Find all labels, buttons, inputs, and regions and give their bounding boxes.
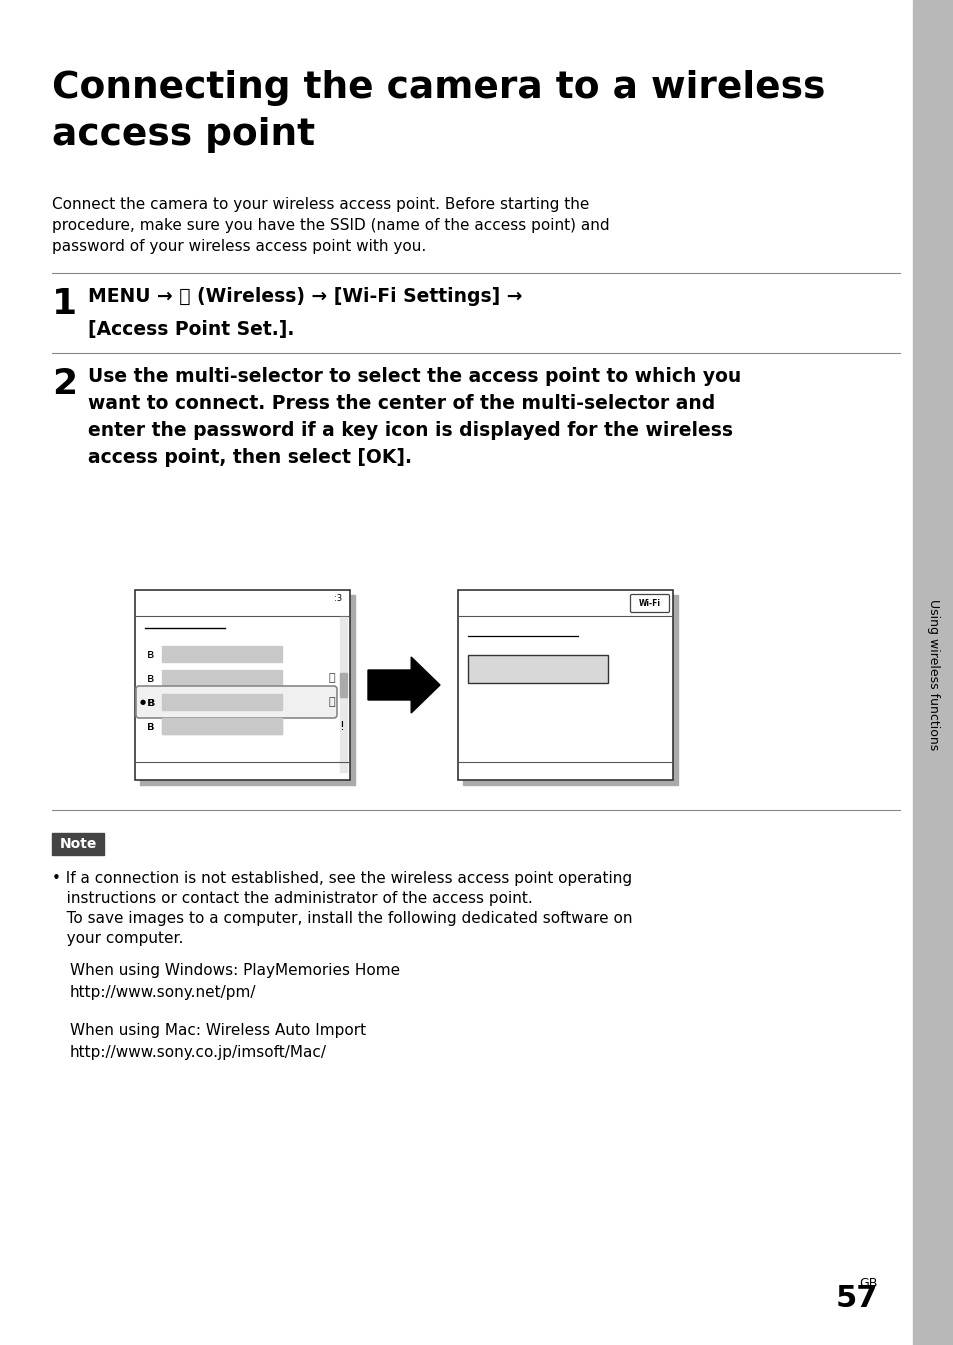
Text: ⚿: ⚿ xyxy=(329,672,335,683)
Text: 1: 1 xyxy=(52,286,77,321)
Text: ʙ: ʙ xyxy=(149,695,155,709)
Bar xyxy=(339,672,347,697)
Text: • If a connection is not established, see the wireless access point operating: • If a connection is not established, se… xyxy=(52,872,632,886)
Text: ʙ: ʙ xyxy=(147,695,154,709)
Text: 57: 57 xyxy=(835,1284,877,1313)
Text: http://www.sony.co.jp/imsoft/Mac/: http://www.sony.co.jp/imsoft/Mac/ xyxy=(70,1045,327,1060)
Text: Note: Note xyxy=(59,837,96,851)
Bar xyxy=(162,718,282,734)
Text: ʙ: ʙ xyxy=(147,671,154,685)
Text: To save images to a computer, install the following dedicated software on: To save images to a computer, install th… xyxy=(52,911,632,925)
Text: Using wireless functions: Using wireless functions xyxy=(926,600,940,751)
Text: password of your wireless access point with you.: password of your wireless access point w… xyxy=(52,239,426,254)
Bar xyxy=(52,833,104,855)
Text: ●: ● xyxy=(140,699,146,705)
Text: access point, then select [OK].: access point, then select [OK]. xyxy=(88,448,412,467)
Text: Connecting the camera to a wireless: Connecting the camera to a wireless xyxy=(52,70,824,106)
Bar xyxy=(468,655,607,683)
Text: GB: GB xyxy=(859,1276,877,1290)
Bar xyxy=(135,590,350,780)
Text: MENU → ⦛ (Wireless) → [Wi-Fi Settings] →: MENU → ⦛ (Wireless) → [Wi-Fi Settings] → xyxy=(88,286,522,307)
Text: procedure, make sure you have the SSID (name of the access point) and: procedure, make sure you have the SSID (… xyxy=(52,218,609,233)
Text: When using Mac: Wireless Auto Import: When using Mac: Wireless Auto Import xyxy=(70,1024,366,1038)
Bar xyxy=(162,718,282,734)
Bar xyxy=(457,590,672,780)
Bar xyxy=(162,694,282,710)
Bar xyxy=(462,594,678,785)
Text: ⚿: ⚿ xyxy=(329,697,335,707)
Bar xyxy=(162,694,282,710)
Text: Wi-Fi: Wi-Fi xyxy=(639,599,660,608)
Text: want to connect. Press the center of the multi-selector and: want to connect. Press the center of the… xyxy=(88,394,715,413)
Text: ʙ: ʙ xyxy=(147,647,154,660)
Text: !: ! xyxy=(339,720,344,733)
Bar xyxy=(162,646,282,662)
Text: ʙ: ʙ xyxy=(147,720,154,733)
Text: instructions or contact the administrator of the access point.: instructions or contact the administrato… xyxy=(52,890,532,907)
FancyBboxPatch shape xyxy=(630,594,669,612)
Text: enter the password if a key icon is displayed for the wireless: enter the password if a key icon is disp… xyxy=(88,421,732,440)
Text: [Access Point Set.].: [Access Point Set.]. xyxy=(88,320,294,339)
Text: 2: 2 xyxy=(52,367,77,401)
Bar xyxy=(162,670,282,686)
Text: access point: access point xyxy=(52,117,314,153)
Text: ʙ: ʙ xyxy=(147,720,154,733)
Text: Connect the camera to your wireless access point. Before starting the: Connect the camera to your wireless acce… xyxy=(52,196,589,213)
Text: http://www.sony.net/pm/: http://www.sony.net/pm/ xyxy=(70,985,256,999)
Text: When using Windows: PlayMemories Home: When using Windows: PlayMemories Home xyxy=(70,963,399,978)
Polygon shape xyxy=(368,656,439,713)
Bar xyxy=(140,594,355,785)
FancyBboxPatch shape xyxy=(136,686,336,718)
Bar xyxy=(339,617,347,772)
Text: Use the multi-selector to select the access point to which you: Use the multi-selector to select the acc… xyxy=(88,367,740,386)
Text: your computer.: your computer. xyxy=(52,931,183,946)
Bar xyxy=(912,0,953,1345)
Text: :3: :3 xyxy=(334,594,341,603)
